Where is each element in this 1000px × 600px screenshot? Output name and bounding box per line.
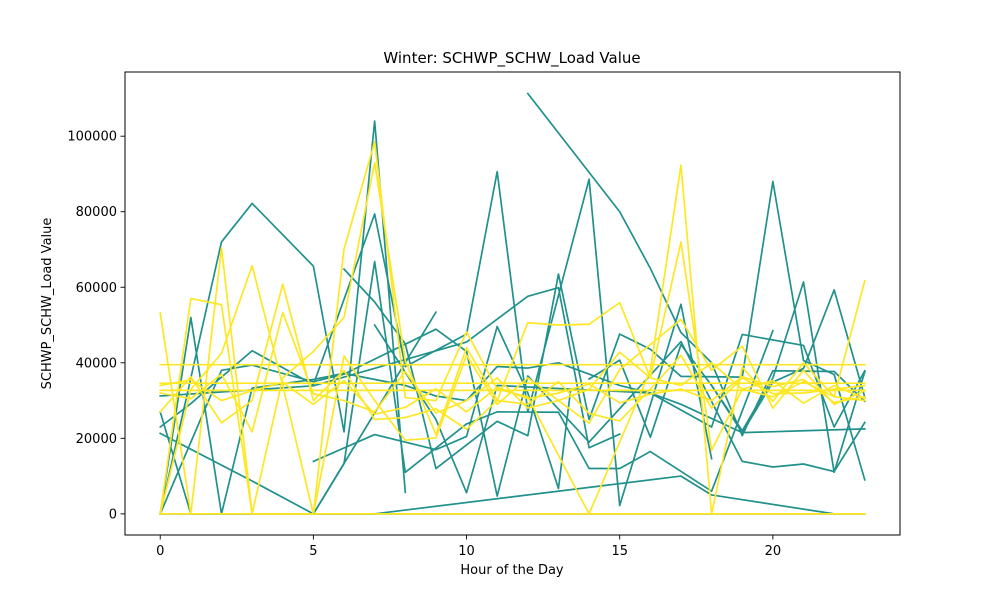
series-line-23 [159, 283, 866, 431]
series-line-5 [312, 325, 572, 490]
plot-lines [159, 92, 866, 516]
series-line-8 [342, 180, 866, 481]
x-tick-label: 10 [458, 544, 475, 559]
series-line-3 [159, 120, 407, 515]
series-line-10 [159, 316, 866, 515]
series-line-1 [159, 286, 621, 449]
chart-title: Winter: SCHWP_SCHW_Load Value [383, 49, 640, 68]
y-tick-label: 100000 [67, 130, 117, 145]
x-tick-label: 15 [611, 544, 628, 559]
series-line-12 [373, 323, 866, 494]
y-tick-label: 80000 [76, 205, 117, 220]
series-line-9 [159, 328, 866, 515]
y-axis-ticks: 0 20000 40000 60000 80000 100000 [67, 130, 125, 522]
plot-frame [124, 71, 901, 536]
y-axis-title: SCHWP_SCHW_Load Value [40, 218, 55, 390]
y-tick-label: 20000 [76, 432, 117, 447]
series-line-15 [710, 289, 866, 434]
x-tick-label: 20 [765, 544, 782, 559]
series-line-4 [159, 170, 713, 507]
x-tick-label: 0 [156, 544, 164, 559]
x-axis-ticks: 0 5 10 15 20 [156, 535, 781, 559]
y-tick-label: 60000 [76, 281, 117, 296]
series-line-18 [159, 264, 866, 515]
series-line-25 [159, 375, 866, 415]
series-line-6 [312, 260, 774, 516]
y-tick-label: 0 [109, 507, 117, 522]
x-tick-label: 5 [309, 544, 317, 559]
x-axis-title: Hour of the Day [460, 563, 564, 578]
y-tick-label: 40000 [76, 356, 117, 371]
